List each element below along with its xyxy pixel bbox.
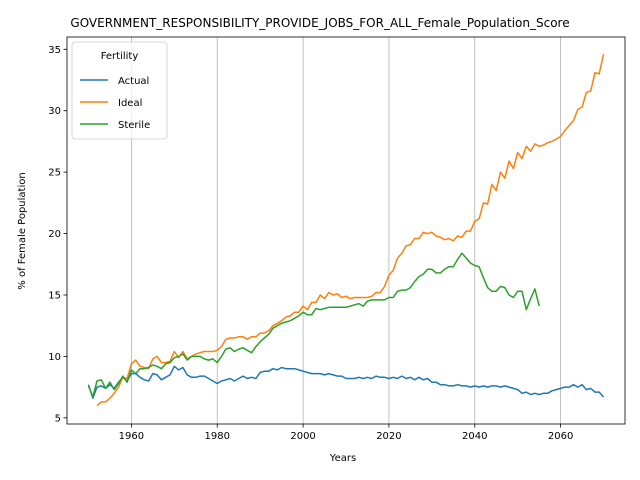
x-tick-label: 2000	[290, 431, 315, 442]
y-axis-ticks: 5 10 15 20 25 30 35	[48, 45, 67, 424]
title: GOVERNMENT_RESPONSIBILITY_PROVIDE_JOBS_F…	[70, 16, 569, 30]
y-tick-label: 35	[48, 45, 61, 56]
plot-frame	[66, 36, 626, 425]
legend-box	[71, 41, 168, 140]
y-tick-label: 20	[48, 229, 61, 240]
y-tick-label: 25	[48, 168, 61, 179]
plot-lines	[87, 54, 605, 407]
x-axis-ticks: 1960 1980 2000 2020 2040 2060	[119, 424, 573, 442]
legend: Fertility Actual Ideal Sterile	[71, 41, 168, 140]
x-tick-label: 2060	[548, 431, 573, 442]
x-tick-label: 2020	[376, 431, 401, 442]
legend-label-ideal: Ideal	[118, 98, 142, 109]
y-tick-label: 15	[48, 291, 61, 302]
x-tick-label: 1960	[119, 431, 144, 442]
x-axis-label: Years	[329, 453, 356, 464]
x-tick-label: 2040	[462, 431, 487, 442]
legend-title: Fertility	[101, 51, 139, 62]
series-line-sterile	[87, 252, 540, 398]
y-tick-label: 10	[48, 352, 61, 363]
grid	[130, 37, 562, 424]
y-tick-label: 5	[55, 413, 61, 424]
series-line-ideal	[96, 54, 605, 407]
series-line-actual	[87, 365, 605, 399]
legend-label-actual: Actual	[118, 76, 149, 87]
legend-label-sterile: Sterile	[118, 120, 150, 131]
chart-title: GOVERNMENT_RESPONSIBILITY_PROVIDE_JOBS_F…	[70, 16, 569, 30]
y-axis-label: % of Female Population	[17, 172, 28, 289]
x-tick-label: 1980	[205, 431, 230, 442]
y-tick-label: 30	[48, 106, 61, 117]
